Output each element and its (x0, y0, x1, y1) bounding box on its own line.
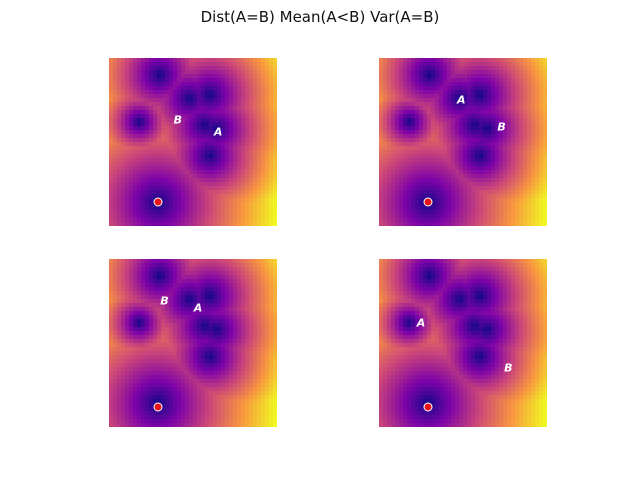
point-label-a: A (193, 301, 203, 315)
heatmap-grid (109, 58, 277, 226)
start-marker (153, 402, 163, 412)
point-label-b: B (173, 113, 183, 127)
point-label-a: A (457, 93, 466, 107)
heatmap-grid (379, 259, 547, 427)
heatmap-grid (379, 58, 547, 226)
start-marker (423, 402, 433, 412)
heatmap-grid (109, 259, 277, 427)
point-label-b: B (497, 120, 506, 134)
point-label-b: B (160, 294, 169, 308)
point-label-a: A (416, 316, 426, 330)
point-label-a: A (213, 125, 223, 139)
point-label-b: B (504, 361, 513, 375)
start-marker (153, 197, 163, 207)
start-marker (423, 197, 433, 207)
figure-title: Dist(A=B) Mean(A<B) Var(A=B) (200, 8, 440, 26)
